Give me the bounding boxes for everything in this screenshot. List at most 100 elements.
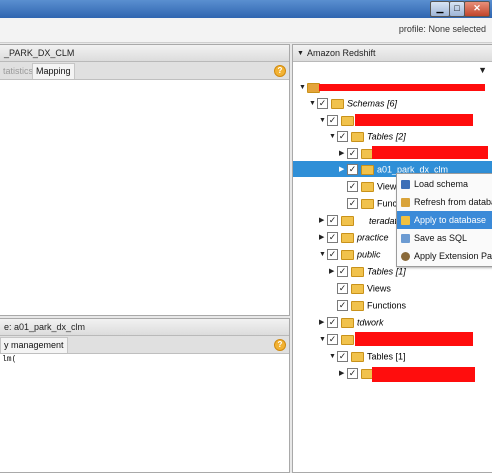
- window-titlebar: ▁ □ ✕: [0, 0, 492, 18]
- expand-icon[interactable]: ▶: [339, 149, 345, 157]
- checkbox[interactable]: ✓: [327, 115, 338, 127]
- expand-icon[interactable]: ▼: [329, 132, 336, 140]
- checkbox[interactable]: ✓: [327, 334, 338, 346]
- expand-icon[interactable]: ▶: [339, 369, 345, 377]
- tree-item-public-views[interactable]: ✓ Views: [329, 280, 391, 296]
- menu-item-apply-extension-pack[interactable]: Apply Extension Pack: [397, 247, 492, 265]
- profile-label: profile:: [398, 24, 426, 34]
- folder-icon: [351, 131, 364, 142]
- tree-label: Tables [2]: [367, 131, 406, 142]
- checkbox[interactable]: ✓: [337, 283, 348, 295]
- tab-policy-management[interactable]: y management: [0, 337, 68, 353]
- expand-icon[interactable]: ▼: [309, 99, 316, 107]
- expand-icon[interactable]: ▼: [329, 352, 336, 360]
- profile-indicator[interactable]: profile: None selected: [399, 24, 486, 34]
- expand-icon[interactable]: ▼: [319, 335, 326, 343]
- folder-icon: [341, 317, 354, 328]
- tree-label: a01_park_dx_clm: [377, 164, 449, 175]
- checkbox[interactable]: ✓: [347, 198, 358, 210]
- checkbox[interactable]: ✓: [327, 249, 338, 261]
- checkbox[interactable]: ✓: [337, 300, 348, 312]
- expand-icon[interactable]: ▼: [319, 250, 326, 258]
- menu-item-save-as-sql[interactable]: Save as SQL: [397, 229, 492, 247]
- checkbox[interactable]: ✓: [317, 98, 328, 110]
- expand-icon[interactable]: ▶: [319, 216, 325, 224]
- expand-icon[interactable]: ▶: [339, 165, 345, 173]
- menu-item-apply-to-database[interactable]: Apply to database: [397, 211, 492, 229]
- expand-icon[interactable]: ▼: [299, 83, 306, 91]
- profile-value: None selected: [428, 24, 486, 34]
- tree-item-tables-2[interactable]: ▼ ✓ Tables [1]: [329, 348, 406, 364]
- panel-title: Amazon Redshift: [307, 48, 376, 58]
- tree-label: Schemas [6]: [347, 98, 398, 109]
- folder-icon: [351, 351, 364, 362]
- tree-label: practice: [357, 232, 389, 243]
- tab-mapping[interactable]: Mapping: [32, 63, 75, 79]
- folder-icon: [341, 232, 354, 243]
- redacted-text: [355, 332, 473, 346]
- tree-item-tdwork[interactable]: ▶ ✓ tdwork: [319, 314, 384, 330]
- checkbox[interactable]: ✓: [347, 181, 358, 193]
- folder-icon: [361, 181, 374, 192]
- panel-title: e: a01_park_dx_clm: [0, 319, 289, 336]
- tree-item-public-tables[interactable]: ▶ ✓ Tables [1]: [329, 263, 406, 279]
- tree-label: Tables [1]: [367, 351, 406, 362]
- checkbox[interactable]: ✓: [347, 164, 358, 176]
- checkbox[interactable]: ✓: [337, 351, 348, 363]
- checkbox[interactable]: ✓: [337, 131, 348, 143]
- tree-label: Views: [377, 181, 401, 192]
- redacted-text: [372, 367, 475, 382]
- redacted-text: [372, 146, 488, 159]
- menu-label: Apply to database: [414, 215, 487, 225]
- redacted-text: [319, 84, 485, 91]
- tree-item-schemas[interactable]: ▼ ✓ Schemas [6]: [309, 95, 397, 111]
- checkbox[interactable]: ✓: [327, 215, 338, 227]
- table-icon: [361, 164, 374, 175]
- tab-bar: y management ?: [0, 336, 289, 354]
- tree-label: Tables [1]: [367, 266, 406, 277]
- apply-database-icon: [401, 216, 410, 226]
- menu-item-load-schema[interactable]: Load schema: [397, 175, 492, 193]
- tree-item-views[interactable]: ✓ Views: [339, 178, 401, 194]
- expand-icon[interactable]: ▶: [329, 267, 335, 275]
- help-icon[interactable]: ?: [274, 339, 286, 351]
- tree-item-table-2[interactable]: ▶ ✓: [339, 365, 377, 381]
- checkbox[interactable]: ✓: [347, 368, 358, 380]
- folder-icon: [361, 198, 374, 209]
- tree-item-teradata[interactable]: ▶ ✓ teradat: [319, 212, 397, 228]
- checkbox[interactable]: ✓: [337, 266, 348, 278]
- menu-label: Save as SQL: [414, 233, 468, 243]
- tree-item-public[interactable]: ▼ ✓ public: [319, 246, 381, 262]
- tree-item-practice[interactable]: ▶ ✓ practice: [319, 229, 389, 245]
- tab-statistics[interactable]: tatistics: [3, 66, 34, 76]
- maximize-button[interactable]: □: [449, 1, 465, 17]
- checkbox[interactable]: ✓: [327, 232, 338, 244]
- minimize-button[interactable]: ▁: [430, 1, 450, 17]
- expand-icon[interactable]: ▶: [319, 318, 325, 326]
- expand-icon[interactable]: ▼: [319, 116, 326, 124]
- collapse-icon[interactable]: ▼: [297, 49, 304, 57]
- expand-icon[interactable]: ▶: [319, 233, 325, 241]
- folder-icon: [351, 266, 364, 277]
- checkbox[interactable]: ✓: [327, 317, 338, 329]
- folder-icon: [341, 115, 354, 126]
- load-schema-icon: [401, 180, 410, 190]
- extension-pack-icon: [401, 252, 410, 262]
- menu-label: Load schema: [414, 179, 469, 189]
- filter-icon[interactable]: ▼: [478, 65, 487, 75]
- tree-label: tdwork: [357, 317, 384, 328]
- help-icon[interactable]: ?: [274, 65, 286, 77]
- tree-item-tables[interactable]: ▼ ✓ Tables [2]: [329, 128, 406, 144]
- tab-bar: tatistics Mapping ?: [0, 62, 289, 80]
- folder-icon: [351, 300, 364, 311]
- close-button[interactable]: ✕: [464, 1, 490, 17]
- tree-item-public-functions[interactable]: ✓ Functions: [329, 297, 406, 313]
- redacted-text: [355, 114, 473, 126]
- sql-code[interactable]: lm(: [2, 355, 17, 364]
- menu-item-refresh[interactable]: Refresh from databas: [397, 193, 492, 211]
- tree-label: Functions: [367, 300, 407, 311]
- tree-item-schema[interactable]: ▼ ✓: [319, 112, 357, 128]
- folder-icon: [341, 215, 354, 226]
- tree-item-schema-2[interactable]: ▼ ✓: [319, 331, 357, 347]
- checkbox[interactable]: ✓: [347, 148, 358, 160]
